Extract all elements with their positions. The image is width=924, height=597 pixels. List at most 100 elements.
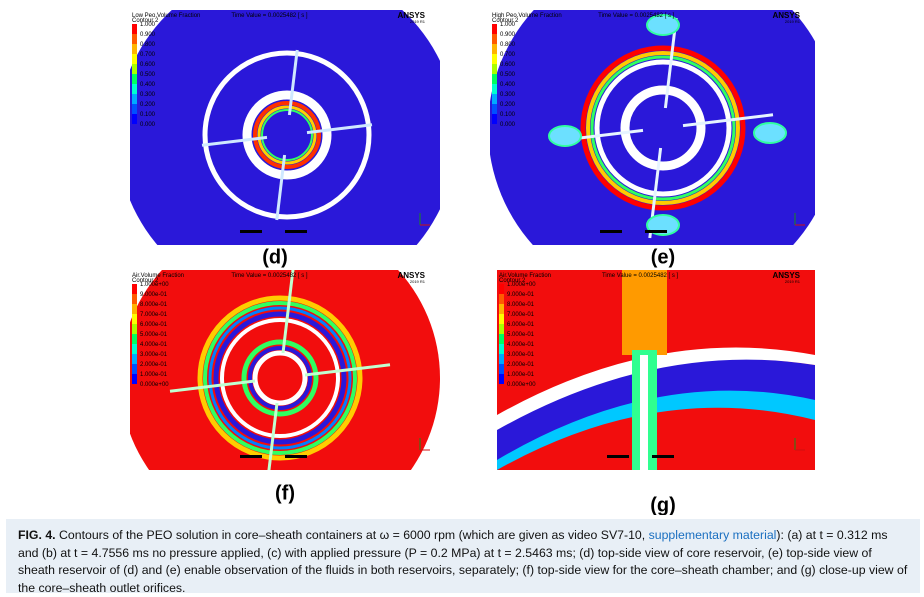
legend-label: 0.900 xyxy=(500,32,516,38)
colorbar-band xyxy=(492,74,497,84)
caption-link[interactable]: supplementary material xyxy=(648,528,777,542)
legend-label: 0.000 xyxy=(500,122,516,128)
version: 2019 R1 xyxy=(410,279,426,284)
legend-label: 3.000e-01 xyxy=(140,352,168,358)
colorbar-band xyxy=(132,304,137,314)
caption-text: Contours of the PEO solution in core–she… xyxy=(59,528,649,542)
time-value: Time Value = 0.0025482 [ s ] xyxy=(602,273,679,279)
colorbar-band xyxy=(499,354,504,364)
colorbar-band xyxy=(492,104,497,114)
legend-title: Air.Volume Fraction xyxy=(132,273,184,279)
legend-subtitle: Contour 2 xyxy=(499,278,526,284)
colorbar-band xyxy=(492,54,497,64)
domain xyxy=(490,10,815,245)
colorbar-band xyxy=(132,104,137,114)
colorbar-band xyxy=(132,314,137,324)
contour-ring xyxy=(261,109,313,161)
colorbar-band xyxy=(132,334,137,344)
brand: ANSYS xyxy=(397,11,425,20)
colorbar-band xyxy=(492,44,497,54)
colorbar-band xyxy=(132,344,137,354)
contour-ring xyxy=(253,101,321,169)
colorbar-band xyxy=(492,94,497,104)
contour-ring xyxy=(208,306,352,450)
colorbar-band xyxy=(499,344,504,354)
colorbar-band xyxy=(132,74,137,84)
legend-label: 1.000e+00 xyxy=(140,282,169,288)
legend-label: 6.000e-01 xyxy=(507,322,535,328)
scale-bar xyxy=(240,455,262,458)
panel-label: (e) xyxy=(651,246,675,268)
legend-label: 7.000e-01 xyxy=(140,312,168,318)
legend-label: 0.900 xyxy=(140,32,156,38)
legend-label: 1.000e+00 xyxy=(507,282,536,288)
time-value: Time Value = 0.0025482 [ s ] xyxy=(231,273,308,279)
contour-ring xyxy=(248,346,312,410)
contour-ring xyxy=(203,301,357,455)
legend-label: 0.800 xyxy=(140,42,156,48)
legend-title: Air.Volume Fraction xyxy=(499,273,551,279)
legend-label: 4.000e-01 xyxy=(507,342,535,348)
scale-bar xyxy=(285,455,307,458)
legend-label: 0.000 xyxy=(140,122,156,128)
legend-label: 0.300 xyxy=(500,92,516,98)
colorbar-band xyxy=(499,294,504,304)
colorbar-band xyxy=(492,64,497,74)
panel-label: (f) xyxy=(275,482,295,504)
legend-label: 5.000e-01 xyxy=(140,332,168,338)
legend-label: 0.400 xyxy=(500,82,516,88)
legend-label: 0.400 xyxy=(140,82,156,88)
channel xyxy=(640,355,648,470)
time-value: Time Value = 0.0025482 [ s ] xyxy=(231,13,308,19)
legend-label: 0.100 xyxy=(500,112,516,118)
domain xyxy=(130,10,440,245)
channel xyxy=(267,402,279,470)
legend-label: 9.000e-01 xyxy=(140,292,168,298)
legend-label: 9.000e-01 xyxy=(507,292,535,298)
channel xyxy=(306,123,373,135)
legend-label: 0.000e+00 xyxy=(140,382,169,388)
legend-label: 0.300 xyxy=(140,92,156,98)
channel xyxy=(281,270,295,354)
legend-label: 0.700 xyxy=(140,52,156,58)
legend-label: 5.000e-01 xyxy=(507,332,535,338)
colorbar-band xyxy=(132,354,137,364)
legend-label: 1.000e-01 xyxy=(507,372,535,378)
legend-label: 0.600 xyxy=(140,62,156,68)
channel xyxy=(682,113,774,128)
plume xyxy=(646,14,680,36)
colorbar-band xyxy=(492,114,497,124)
version: 2019 R1 xyxy=(785,19,801,24)
scale-bar xyxy=(600,230,622,233)
colorbar-band xyxy=(132,44,137,54)
legend-label: 0.200 xyxy=(140,102,156,108)
contour-ring xyxy=(580,45,746,211)
brand: ANSYS xyxy=(772,11,800,20)
scale-bar xyxy=(652,455,674,458)
brand: ANSYS xyxy=(772,271,800,280)
colorbar-band xyxy=(132,64,137,74)
legend-subtitle: Contour 2 xyxy=(132,18,159,24)
scale-bar xyxy=(285,230,307,233)
colorbar-band xyxy=(132,364,137,374)
colorbar-band xyxy=(132,34,137,44)
legend-label: 7.000e-01 xyxy=(507,312,535,318)
channel xyxy=(169,379,256,393)
contour-ring xyxy=(242,90,332,180)
brand: ANSYS xyxy=(397,271,425,280)
colorbar-band xyxy=(499,314,504,324)
contour-ring xyxy=(590,55,736,201)
legend-label: 0.700 xyxy=(500,52,516,58)
legend-label: 0.100 xyxy=(140,112,156,118)
legend-label: 0.500 xyxy=(500,72,516,78)
colorbar-band xyxy=(132,294,137,304)
contour-ring xyxy=(213,311,347,445)
legend-label: 0.200 xyxy=(500,102,516,108)
scale-bar xyxy=(607,455,629,458)
contour-ring xyxy=(586,51,740,205)
colorbar-band xyxy=(499,334,504,344)
